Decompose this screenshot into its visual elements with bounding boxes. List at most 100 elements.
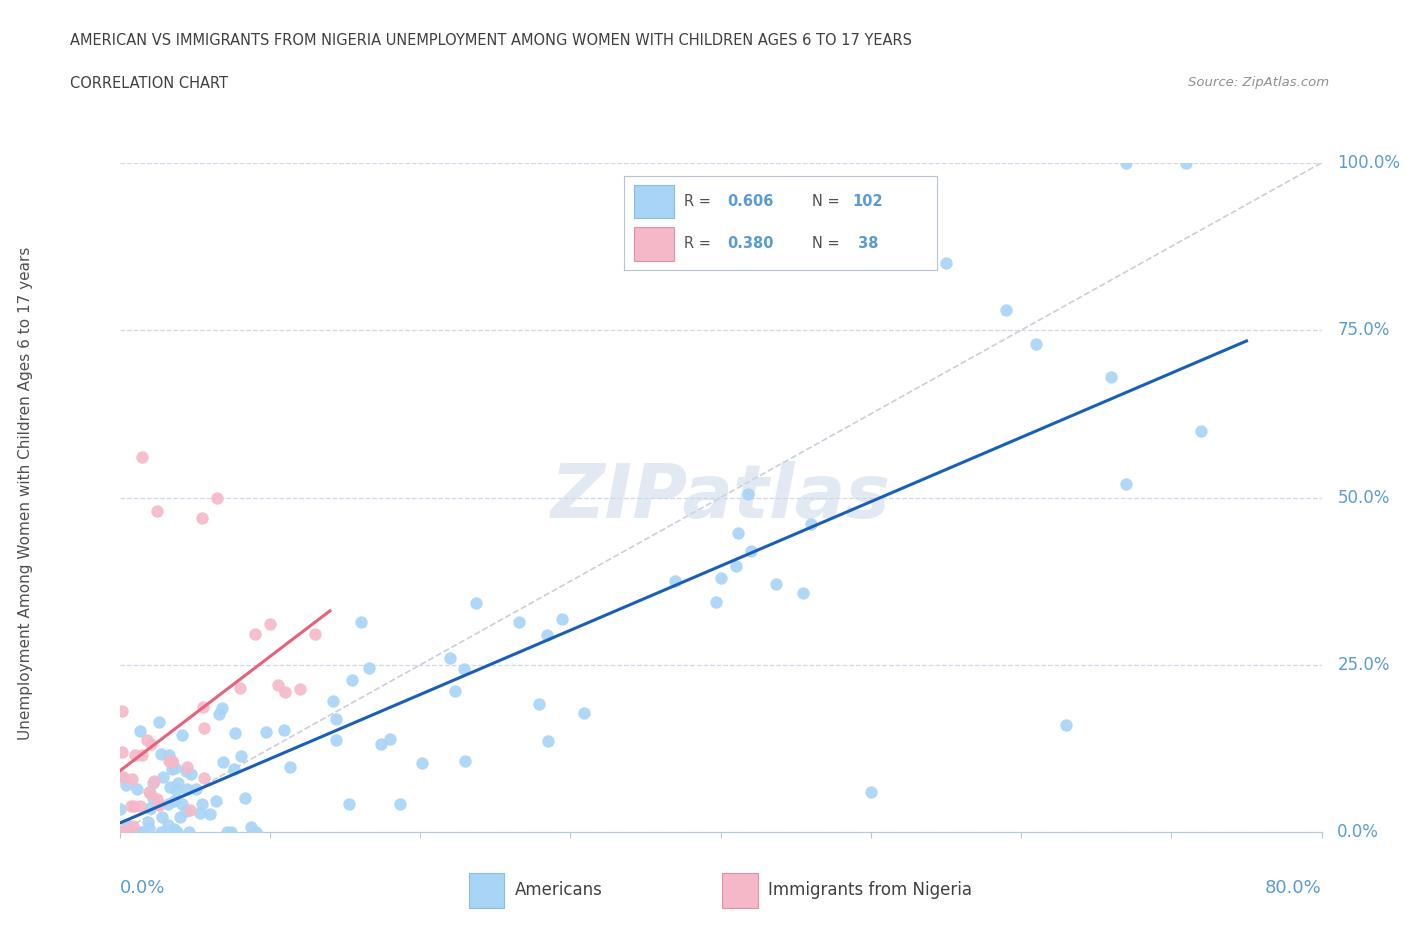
- Point: [1115, 155, 1137, 170]
- Point: [193, 699, 215, 714]
- Point: [114, 777, 136, 792]
- Point: [704, 595, 727, 610]
- Point: [411, 755, 433, 770]
- Point: [179, 825, 201, 840]
- Point: [110, 825, 132, 840]
- Point: [191, 796, 214, 811]
- Point: [995, 302, 1018, 317]
- Point: [176, 764, 198, 778]
- Point: [378, 731, 401, 746]
- Point: [146, 503, 169, 518]
- Point: [138, 785, 160, 800]
- Point: [121, 772, 143, 787]
- Point: [465, 596, 488, 611]
- Point: [132, 825, 155, 840]
- Point: [165, 783, 187, 798]
- Point: [222, 762, 245, 777]
- Point: [157, 753, 180, 768]
- Point: [129, 724, 152, 738]
- Point: [453, 662, 475, 677]
- Point: [166, 825, 188, 840]
- Point: [150, 825, 173, 840]
- Point: [325, 733, 347, 748]
- Text: CORRELATION CHART: CORRELATION CHART: [70, 76, 228, 91]
- Point: [139, 801, 162, 816]
- Point: [727, 525, 749, 540]
- Text: 102: 102: [852, 194, 883, 209]
- Text: 0.380: 0.380: [727, 236, 775, 251]
- Point: [124, 798, 146, 813]
- Point: [1175, 155, 1198, 170]
- Point: [724, 559, 747, 574]
- Point: [163, 821, 186, 836]
- Point: [112, 822, 135, 837]
- Point: [176, 760, 198, 775]
- Text: 25.0%: 25.0%: [1337, 656, 1389, 674]
- Point: [156, 797, 179, 812]
- Point: [1054, 718, 1077, 733]
- Point: [572, 706, 595, 721]
- Point: [439, 651, 461, 666]
- Point: [219, 825, 242, 840]
- Point: [228, 681, 252, 696]
- Point: [274, 684, 297, 699]
- Point: [163, 761, 186, 776]
- Point: [709, 570, 731, 585]
- Point: [160, 755, 183, 770]
- Point: [191, 511, 214, 525]
- Point: [129, 799, 152, 814]
- Point: [765, 577, 787, 591]
- Point: [111, 703, 134, 718]
- Point: [124, 747, 146, 762]
- Point: [180, 767, 202, 782]
- Point: [233, 790, 256, 805]
- Point: [170, 727, 193, 742]
- Point: [121, 825, 143, 840]
- Text: 38: 38: [852, 236, 879, 251]
- Point: [350, 614, 373, 629]
- Bar: [634, 184, 675, 219]
- Text: R =: R =: [683, 236, 716, 251]
- Point: [115, 825, 138, 840]
- Point: [1099, 369, 1122, 384]
- Point: [129, 825, 152, 840]
- Point: [142, 790, 165, 805]
- Bar: [723, 872, 758, 909]
- Text: ZIPatlas: ZIPatlas: [551, 461, 890, 534]
- Point: [114, 825, 136, 840]
- Point: [108, 802, 131, 817]
- Text: 100.0%: 100.0%: [1337, 153, 1400, 172]
- Point: [551, 611, 574, 626]
- Point: [740, 544, 762, 559]
- Text: Immigrants from Nigeria: Immigrants from Nigeria: [768, 882, 972, 899]
- Point: [169, 810, 191, 825]
- Text: 80.0%: 80.0%: [1265, 879, 1322, 897]
- Point: [142, 774, 165, 789]
- Point: [664, 574, 686, 589]
- Point: [240, 819, 263, 834]
- Point: [278, 760, 301, 775]
- Point: [737, 486, 759, 501]
- Point: [139, 785, 162, 800]
- Bar: [470, 872, 505, 909]
- Text: 75.0%: 75.0%: [1337, 321, 1389, 339]
- Point: [157, 748, 180, 763]
- Point: [117, 825, 139, 840]
- Point: [200, 806, 222, 821]
- Point: [110, 744, 132, 759]
- Point: [148, 798, 170, 813]
- Point: [1025, 336, 1047, 351]
- Point: [259, 617, 281, 631]
- Point: [136, 815, 159, 830]
- Text: 0.606: 0.606: [727, 194, 773, 209]
- Point: [150, 809, 173, 824]
- Point: [245, 825, 267, 840]
- Point: [156, 817, 179, 832]
- Point: [186, 781, 208, 796]
- Text: Unemployment Among Women with Children Ages 6 to 17 years: Unemployment Among Women with Children A…: [18, 246, 32, 739]
- Text: 50.0%: 50.0%: [1337, 488, 1389, 507]
- Point: [454, 753, 477, 768]
- Text: Americans: Americans: [515, 882, 603, 899]
- Point: [122, 818, 145, 833]
- Bar: [634, 227, 675, 260]
